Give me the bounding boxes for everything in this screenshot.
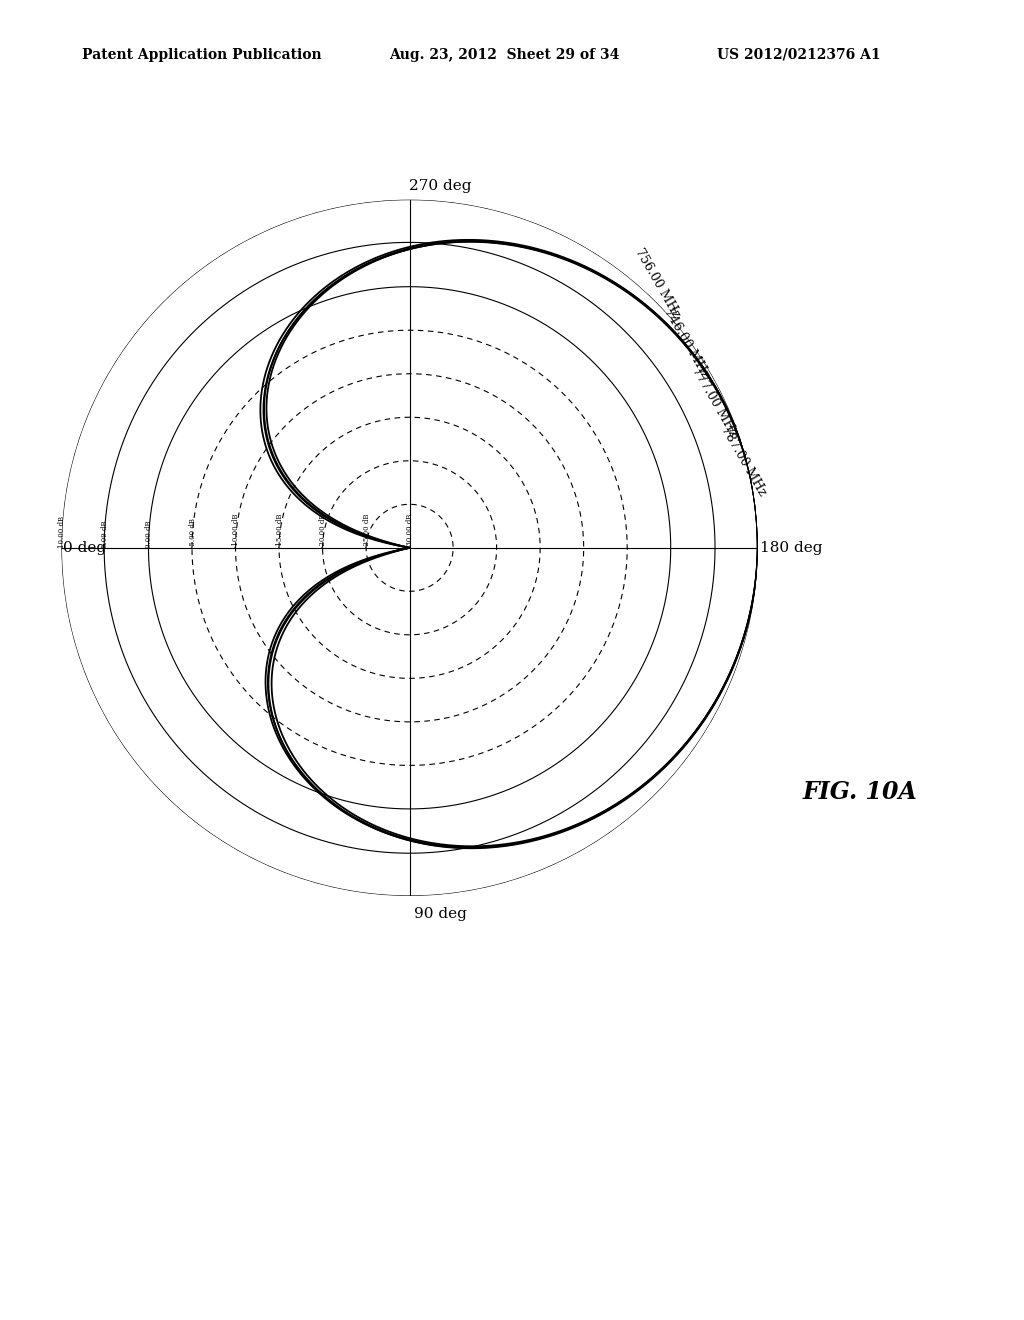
Text: 746.00 MHz: 746.00 MHz [662, 305, 712, 380]
Text: 0 deg: 0 deg [63, 541, 106, 554]
Text: -20.00 dB: -20.00 dB [319, 513, 327, 548]
Text: -30.00 dB: -30.00 dB [407, 513, 414, 548]
Text: 10.00 dB: 10.00 dB [58, 516, 66, 548]
Text: -5.00 dB: -5.00 dB [188, 517, 197, 548]
Text: 180 deg: 180 deg [760, 541, 822, 554]
Text: Patent Application Publication: Patent Application Publication [82, 48, 322, 62]
Text: US 2012/0212376 A1: US 2012/0212376 A1 [717, 48, 881, 62]
Text: 90 deg: 90 deg [414, 907, 467, 920]
Text: 270 deg: 270 deg [409, 180, 472, 193]
Text: 5.09 dB: 5.09 dB [100, 520, 109, 548]
Text: 787.00 MHz: 787.00 MHz [719, 424, 769, 499]
Text: -25.00 dB: -25.00 dB [362, 513, 371, 548]
Text: 777.00 MHz: 777.00 MHz [690, 366, 740, 440]
Text: 756.00 MHz: 756.00 MHz [633, 246, 683, 321]
Text: -15.00 dB: -15.00 dB [275, 513, 284, 548]
Text: 0.00 dB: 0.00 dB [145, 520, 153, 548]
Text: FIG. 10A: FIG. 10A [803, 780, 918, 804]
Text: -10.00 dB: -10.00 dB [232, 513, 240, 548]
Text: Aug. 23, 2012  Sheet 29 of 34: Aug. 23, 2012 Sheet 29 of 34 [389, 48, 620, 62]
